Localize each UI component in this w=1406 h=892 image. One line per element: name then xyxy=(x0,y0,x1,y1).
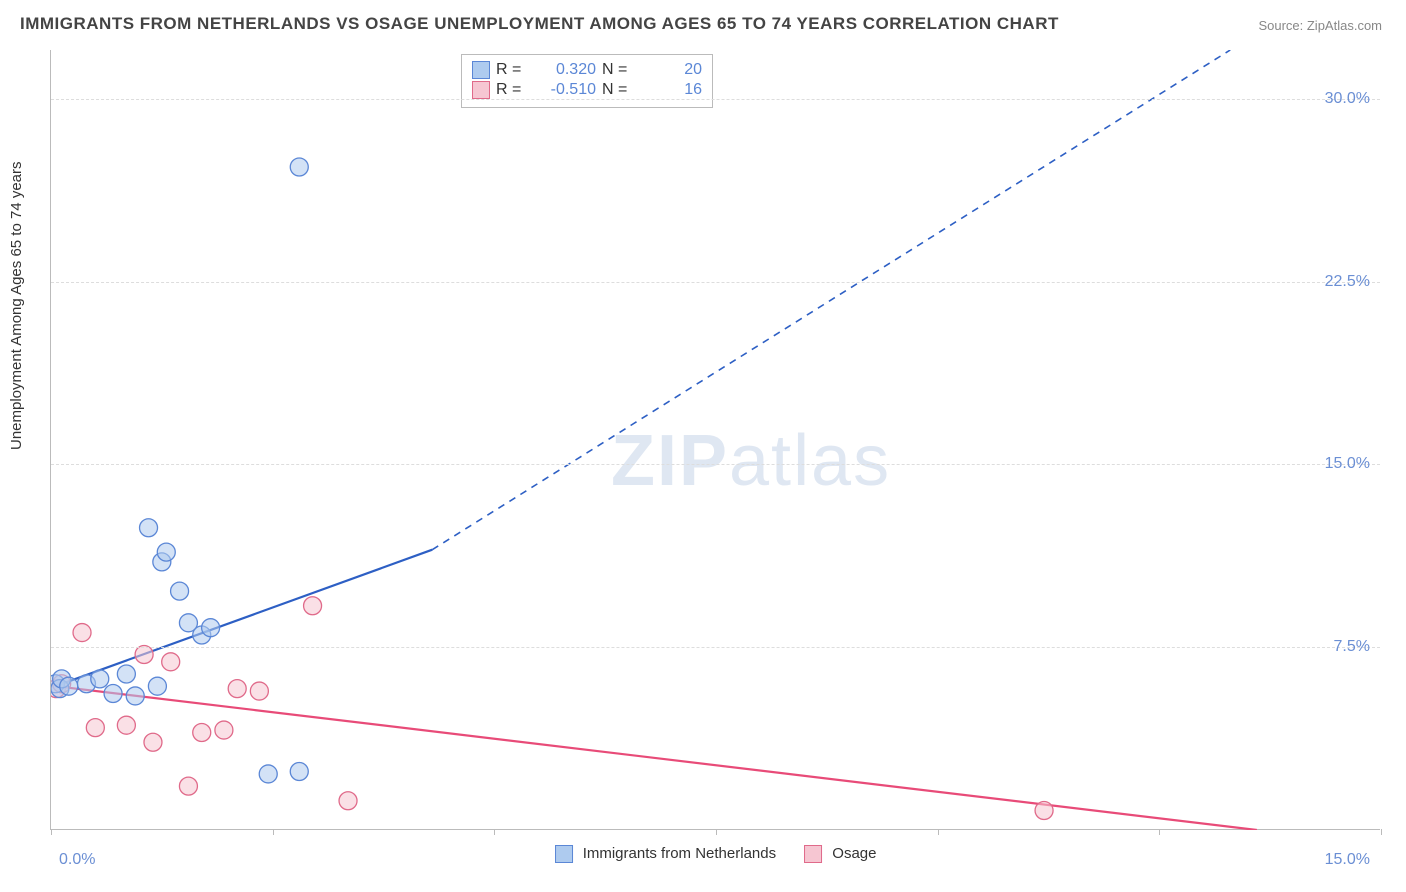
y-axis-label: Unemployment Among Ages 65 to 74 years xyxy=(8,161,25,450)
gridline xyxy=(51,647,1380,648)
scatter-point xyxy=(86,719,104,737)
x-max-label: 15.0% xyxy=(1325,851,1370,869)
legend-label-blue: Immigrants from Netherlands xyxy=(583,845,776,862)
scatter-point xyxy=(135,646,153,664)
trend-line xyxy=(432,50,1230,550)
y-tick-label: 30.0% xyxy=(1325,90,1370,108)
scatter-point xyxy=(126,687,144,705)
scatter-point xyxy=(171,582,189,600)
scatter-point xyxy=(117,665,135,683)
trend-line xyxy=(55,686,1256,830)
legend-swatch-pink-bottom xyxy=(804,845,822,863)
scatter-point xyxy=(162,653,180,671)
scatter-point xyxy=(259,765,277,783)
trend-line xyxy=(55,550,432,687)
correlation-scatter-plot: ZIPatlas R = 0.320 N = 20 R = -0.510 N =… xyxy=(50,50,1380,830)
legend-label-pink: Osage xyxy=(832,845,876,862)
y-tick-label: 7.5% xyxy=(1334,638,1370,656)
scatter-point xyxy=(304,597,322,615)
scatter-point xyxy=(104,685,122,703)
x-origin-label: 0.0% xyxy=(59,851,95,869)
scatter-point xyxy=(157,543,175,561)
scatter-point xyxy=(250,682,268,700)
scatter-point xyxy=(1035,802,1053,820)
scatter-point xyxy=(202,619,220,637)
scatter-point xyxy=(91,670,109,688)
gridline xyxy=(51,464,1380,465)
gridline xyxy=(51,282,1380,283)
y-tick-label: 15.0% xyxy=(1325,455,1370,473)
x-tick xyxy=(716,829,717,835)
scatter-point xyxy=(193,724,211,742)
x-tick xyxy=(1159,829,1160,835)
scatter-point xyxy=(148,677,166,695)
scatter-point xyxy=(60,677,78,695)
scatter-point xyxy=(215,721,233,739)
x-tick xyxy=(273,829,274,835)
source-label: Source: ZipAtlas.com xyxy=(1258,18,1382,33)
scatter-point xyxy=(290,763,308,781)
scatter-point xyxy=(140,519,158,537)
scatter-point xyxy=(228,680,246,698)
legend-swatch-blue-bottom xyxy=(555,845,573,863)
legend-item-pink: Osage xyxy=(804,845,876,863)
x-tick xyxy=(51,829,52,835)
chart-title: IMMIGRANTS FROM NETHERLANDS VS OSAGE UNE… xyxy=(20,14,1059,34)
gridline xyxy=(51,99,1380,100)
x-tick xyxy=(1381,829,1382,835)
scatter-point xyxy=(290,158,308,176)
scatter-point xyxy=(73,624,91,642)
legend-item-blue: Immigrants from Netherlands xyxy=(555,845,777,863)
x-tick xyxy=(938,829,939,835)
scatter-point xyxy=(144,733,162,751)
y-tick-label: 22.5% xyxy=(1325,273,1370,291)
plot-svg xyxy=(51,50,1381,830)
scatter-point xyxy=(179,777,197,795)
bottom-legend: Immigrants from Netherlands Osage xyxy=(555,845,877,863)
x-tick xyxy=(494,829,495,835)
scatter-point xyxy=(339,792,357,810)
scatter-point xyxy=(117,716,135,734)
